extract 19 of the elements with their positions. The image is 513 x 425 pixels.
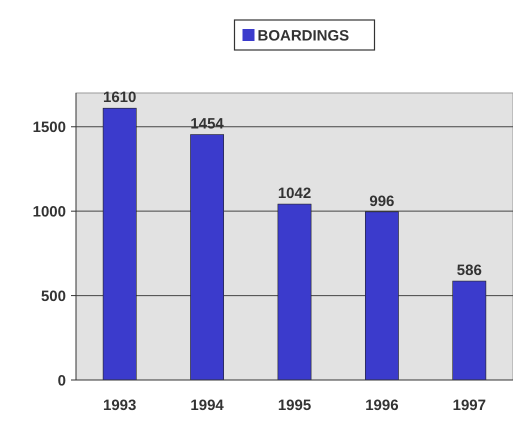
data-label: 586 [456,262,482,280]
x-tick-label: 1995 [278,397,312,414]
data-label: 1042 [278,185,312,202]
x-tick-label: 1993 [103,397,136,414]
bar [452,280,486,380]
legend-label: BOARDINGS [258,27,350,44]
bar [190,134,224,380]
bar [364,212,399,380]
data-label: 996 [369,192,394,210]
bar [278,204,312,380]
x-tick-label: 1997 [452,397,486,414]
x-tick-label: 1996 [365,397,399,414]
data-label: 1610 [103,89,136,106]
y-tick-label: 0 [58,372,66,390]
y-tick-label: 1500 [32,119,66,136]
y-tick-label: 500 [40,288,66,305]
y-tick-label: 1000 [32,203,66,220]
x-tick-label: 1994 [190,397,224,414]
bar [102,108,137,380]
